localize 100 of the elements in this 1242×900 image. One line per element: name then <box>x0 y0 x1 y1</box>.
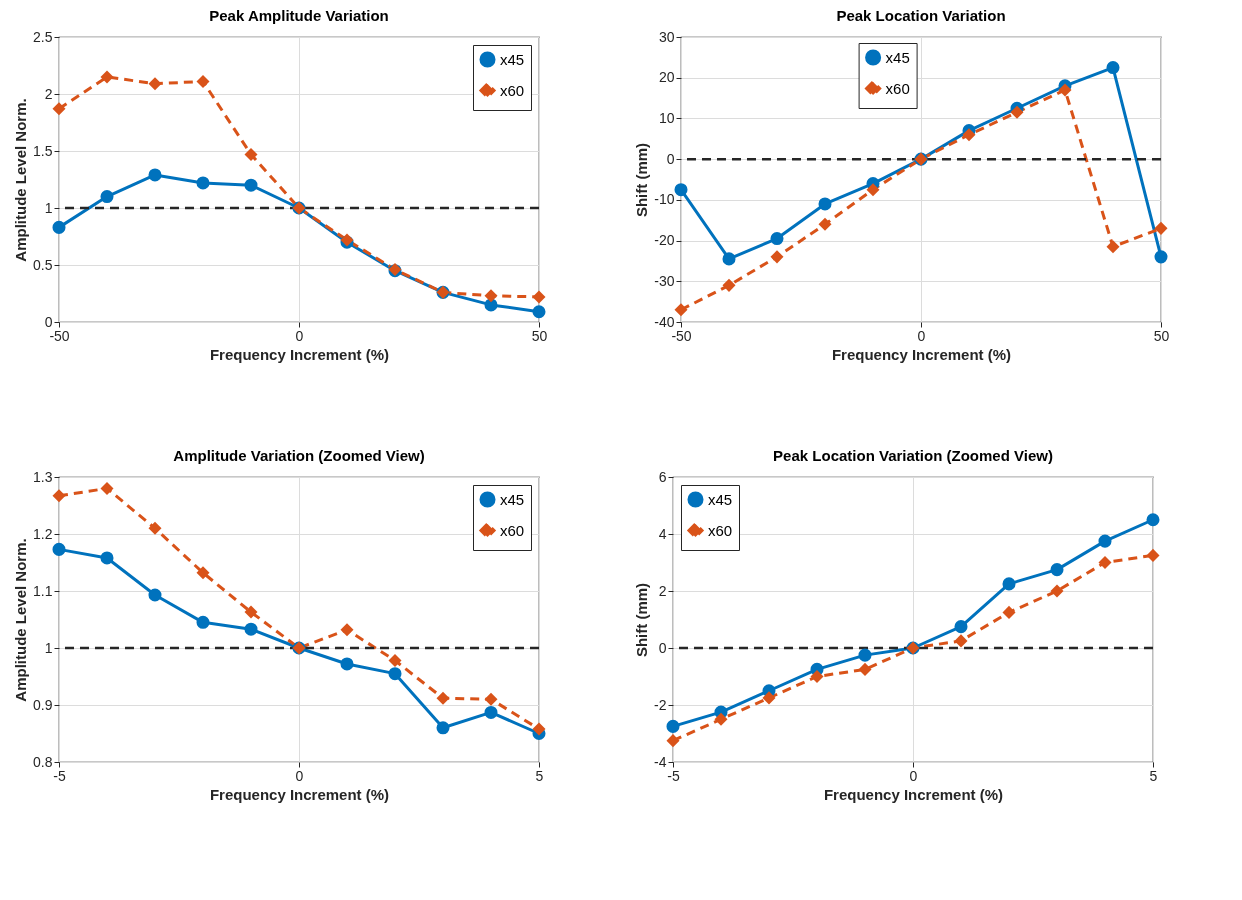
point <box>962 128 976 142</box>
legend-label: x60 <box>500 81 525 99</box>
chart-title: Peak Amplitude Variation <box>209 7 389 24</box>
point <box>810 669 824 684</box>
chart-title: Peak Location Variation <box>836 7 1006 24</box>
x-tick-label: -5 <box>667 767 680 784</box>
y-tick-label: 1.3 <box>33 468 53 485</box>
point <box>1106 240 1120 254</box>
y-tick-label: -2 <box>654 696 667 713</box>
y-tick-label: 0 <box>44 313 53 330</box>
x-tick-label: 5 <box>1149 767 1158 784</box>
point <box>1002 605 1016 619</box>
x-tick-label: 0 <box>909 767 918 784</box>
legend-label: x45 <box>500 490 525 508</box>
point <box>1106 61 1120 75</box>
y-tick-label: 1.5 <box>33 142 53 159</box>
point <box>436 721 450 735</box>
x-tick-label: 50 <box>531 327 548 344</box>
point <box>196 176 210 190</box>
point <box>1050 563 1064 577</box>
point <box>762 691 776 705</box>
point <box>196 615 210 629</box>
point <box>1050 584 1064 598</box>
y-tick-label: -30 <box>654 272 675 289</box>
point <box>1146 513 1160 527</box>
y-tick-label: 20 <box>658 69 675 86</box>
legend-label: x60 <box>500 521 525 539</box>
legend-label: x45 <box>708 490 733 508</box>
point <box>100 551 114 565</box>
point <box>532 290 546 304</box>
point <box>674 303 688 317</box>
point <box>674 183 688 197</box>
point <box>52 489 66 503</box>
point <box>532 722 546 736</box>
point <box>1002 577 1016 591</box>
y-tick-label: 30 <box>658 28 675 45</box>
chart-title: Peak Location Variation (Zoomed View) <box>773 447 1053 464</box>
y-tick-label: 1 <box>44 199 53 216</box>
point <box>148 168 162 182</box>
point <box>100 190 114 204</box>
point <box>1154 250 1168 264</box>
point <box>52 102 66 116</box>
point <box>196 566 210 580</box>
point <box>340 623 354 637</box>
point <box>1098 534 1112 548</box>
y-tick-label: 2.5 <box>33 28 53 45</box>
point <box>388 654 402 668</box>
y-tick-label: 1.2 <box>33 525 53 542</box>
point <box>666 719 680 733</box>
point <box>818 217 832 231</box>
point <box>722 278 736 292</box>
point <box>484 289 498 303</box>
x-tick-label: -50 <box>49 327 70 344</box>
y-tick-label: 0.9 <box>33 696 53 713</box>
point <box>436 691 450 705</box>
legend-label: x45 <box>885 48 910 66</box>
point <box>484 705 498 719</box>
y-tick-label: -20 <box>654 232 675 249</box>
x-tick-label: 0 <box>295 767 304 784</box>
point <box>1098 555 1112 570</box>
y-axis-title: Amplitude Level Norm. <box>12 98 30 262</box>
point <box>858 662 872 676</box>
point <box>100 70 114 84</box>
point <box>244 178 258 192</box>
point <box>1010 105 1024 119</box>
point <box>100 481 114 495</box>
x-tick-label: -5 <box>53 767 66 784</box>
x-axis-title: Frequency Increment (%) <box>831 345 1012 363</box>
point <box>148 588 162 602</box>
point <box>818 197 832 211</box>
chart-title: Amplitude Variation (Zoomed View) <box>173 447 425 464</box>
y-axis-title: Shift (mm) <box>633 142 651 218</box>
x-axis-title: Frequency Increment (%) <box>823 785 1004 803</box>
y-tick-label: 0 <box>666 150 675 167</box>
point <box>1146 548 1160 562</box>
y-tick-label: 0 <box>658 639 667 656</box>
point <box>954 620 968 634</box>
legend-label: x60 <box>708 521 733 539</box>
point <box>244 622 258 636</box>
legend-label: x60 <box>885 79 910 97</box>
point <box>148 521 162 535</box>
point <box>148 77 162 91</box>
point <box>1058 83 1072 97</box>
point <box>666 734 680 748</box>
point <box>532 305 546 319</box>
y-tick-label: 2 <box>44 85 53 102</box>
y-tick-label: 2 <box>658 582 667 599</box>
x-tick-label: 50 <box>1153 327 1170 344</box>
y-tick-label: -40 <box>654 313 675 330</box>
x-axis-title: Frequency Increment (%) <box>209 785 390 803</box>
point <box>52 542 66 556</box>
x-tick-label: 5 <box>535 767 544 784</box>
point <box>770 250 784 264</box>
y-tick-label: 0.8 <box>33 753 53 770</box>
y-axis-title: Amplitude Level Norm. <box>12 538 30 702</box>
y-tick-label: -10 <box>654 191 675 208</box>
point <box>52 220 66 234</box>
x-tick-label: -50 <box>671 327 692 344</box>
point <box>954 634 968 648</box>
legend-label: x45 <box>500 50 525 68</box>
